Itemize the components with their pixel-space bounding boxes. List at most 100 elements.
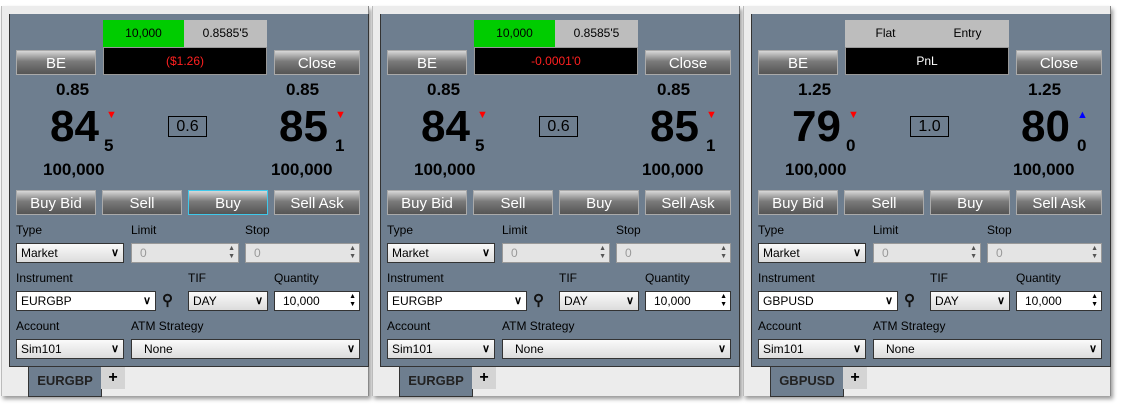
position-qty: Flat — [845, 20, 927, 47]
tif-label: TIF — [930, 271, 948, 285]
bid-price-fraction: 5 — [475, 136, 485, 155]
account-select[interactable]: Sim101 ∨ — [758, 339, 866, 359]
ask-price-pips: 80 — [1021, 102, 1070, 151]
tif-select[interactable]: DAY ∨ — [930, 291, 1010, 311]
chevron-down-icon: ∨ — [717, 343, 726, 355]
ask-tick-down-icon: ▼ — [706, 109, 717, 121]
buy-button[interactable]: Buy — [930, 190, 1010, 215]
account-select[interactable]: Sim101 ∨ — [387, 339, 495, 359]
spinner-icon[interactable]: ▲ ▼ — [720, 245, 727, 260]
instrument-tab[interactable]: EURGBP — [28, 367, 102, 397]
ask-price-prefix: 0.85 — [657, 80, 691, 99]
position-price: 0.8585'5 — [184, 20, 267, 47]
close-button[interactable]: Close — [274, 50, 360, 75]
atm-strategy-label: ATM Strategy — [502, 319, 575, 333]
tif-select[interactable]: DAY ∨ — [559, 291, 639, 311]
breakeven-button[interactable]: BE — [16, 50, 96, 75]
spinner-icon[interactable]: ▲ ▼ — [970, 245, 977, 260]
add-tab-button[interactable]: + — [101, 367, 125, 389]
position-qty: 10,000 — [103, 20, 184, 47]
tif-select[interactable]: DAY ∨ — [188, 291, 268, 311]
atm-strategy-select[interactable]: None ∨ — [502, 339, 731, 359]
search-icon[interactable]: ⚲ — [533, 292, 544, 309]
instrument-select[interactable]: GBPUSD ∨ — [758, 291, 898, 311]
instrument-label: Instrument — [758, 271, 815, 285]
atm-strategy-label: ATM Strategy — [131, 319, 204, 333]
add-tab-button[interactable]: + — [472, 367, 496, 389]
bid-price-pips: 79 — [792, 102, 841, 151]
bid-price-prefix: 1.25 — [798, 80, 832, 99]
order-type-select[interactable]: Market ∨ — [16, 243, 124, 263]
buy-bid-button[interactable]: Buy Bid — [758, 190, 838, 215]
atm-strategy-select[interactable]: None ∨ — [873, 339, 1102, 359]
position-price: Entry — [926, 20, 1009, 47]
instrument-tab[interactable]: EURGBP — [399, 367, 473, 397]
instrument-select[interactable]: EURGBP ∨ — [387, 291, 527, 311]
limit-price-field[interactable]: 0 ▲ ▼ — [502, 243, 610, 263]
bid-tick-down-icon: ▼ — [477, 109, 488, 121]
sell-ask-button[interactable]: Sell Ask — [1016, 190, 1102, 215]
spinner-icon[interactable]: ▲ ▼ — [1091, 293, 1098, 308]
chevron-down-icon: ∨ — [346, 343, 355, 355]
ask-price-fraction: 0 — [1077, 136, 1087, 155]
tif-value: DAY — [564, 294, 588, 308]
sell-button[interactable]: Sell — [473, 190, 553, 215]
limit-label: Limit — [873, 223, 899, 237]
buy-button[interactable]: Buy — [559, 190, 639, 215]
spinner-icon[interactable]: ▲ ▼ — [349, 245, 356, 260]
bid-price-pips: 84 — [50, 102, 99, 151]
stop-price-field[interactable]: 0 ▲ ▼ — [616, 243, 731, 263]
atm-strategy-select[interactable]: None ∨ — [131, 339, 360, 359]
bid-size: 100,000 — [414, 160, 476, 179]
ask-price-fraction: 1 — [335, 136, 345, 155]
spinner-icon[interactable]: ▲ ▼ — [599, 245, 606, 260]
buy-button[interactable]: Buy — [188, 190, 268, 215]
order-type-select[interactable]: Market ∨ — [387, 243, 495, 263]
chevron-down-icon: ∨ — [513, 295, 522, 307]
stop-price-field[interactable]: 0 ▲ ▼ — [987, 243, 1102, 263]
quantity-value: 10,000 — [1025, 294, 1062, 308]
bid-price-fraction: 0 — [846, 136, 856, 155]
sell-ask-button[interactable]: Sell Ask — [274, 190, 360, 215]
buy-bid-button[interactable]: Buy Bid — [16, 190, 96, 215]
order-type-value: Market — [392, 246, 429, 260]
search-icon[interactable]: ⚲ — [162, 292, 173, 309]
close-button[interactable]: Close — [1016, 50, 1102, 75]
account-select[interactable]: Sim101 ∨ — [16, 339, 124, 359]
bid-size: 100,000 — [785, 160, 847, 179]
spinner-icon[interactable]: ▲ ▼ — [228, 245, 235, 260]
spinner-icon[interactable]: ▲ ▼ — [349, 293, 356, 308]
quantity-stepper[interactable]: 10,000 ▲ ▼ — [1016, 291, 1102, 311]
close-button[interactable]: Close — [645, 50, 731, 75]
chevron-down-icon: ∨ — [110, 247, 119, 259]
ask-size: 100,000 — [642, 160, 704, 179]
stop-price-value: 0 — [625, 246, 632, 260]
quantity-stepper[interactable]: 10,000 ▲ ▼ — [274, 291, 360, 311]
breakeven-button[interactable]: BE — [387, 50, 467, 75]
order-panel: 10,000 0.8585'5 ($1.26) BE Close 0.85 0.… — [9, 14, 369, 367]
buy-bid-button[interactable]: Buy Bid — [387, 190, 467, 215]
ask-price-prefix: 0.85 — [286, 80, 320, 99]
sell-button[interactable]: Sell — [102, 190, 182, 215]
limit-price-field[interactable]: 0 ▲ ▼ — [131, 243, 239, 263]
sell-ask-button[interactable]: Sell Ask — [645, 190, 731, 215]
ask-price-fraction: 1 — [706, 136, 716, 155]
chevron-down-icon: ∨ — [254, 295, 263, 307]
spinner-icon[interactable]: ▲ ▼ — [720, 293, 727, 308]
sell-button[interactable]: Sell — [844, 190, 924, 215]
stop-price-field[interactable]: 0 ▲ ▼ — [245, 243, 360, 263]
search-icon[interactable]: ⚲ — [904, 292, 915, 309]
quantity-stepper[interactable]: 10,000 ▲ ▼ — [645, 291, 731, 311]
type-label: Type — [758, 223, 785, 237]
ask-size: 100,000 — [271, 160, 333, 179]
limit-price-field[interactable]: 0 ▲ ▼ — [873, 243, 981, 263]
atm-strategy-label: ATM Strategy — [873, 319, 946, 333]
instrument-select[interactable]: EURGBP ∨ — [16, 291, 156, 311]
instrument-tab[interactable]: GBPUSD — [770, 367, 844, 397]
add-tab-button[interactable]: + — [843, 367, 867, 389]
breakeven-button[interactable]: BE — [758, 50, 838, 75]
order-type-select[interactable]: Market ∨ — [758, 243, 866, 263]
limit-label: Limit — [502, 223, 528, 237]
chevron-down-icon: ∨ — [481, 343, 490, 355]
spinner-icon[interactable]: ▲ ▼ — [1091, 245, 1098, 260]
